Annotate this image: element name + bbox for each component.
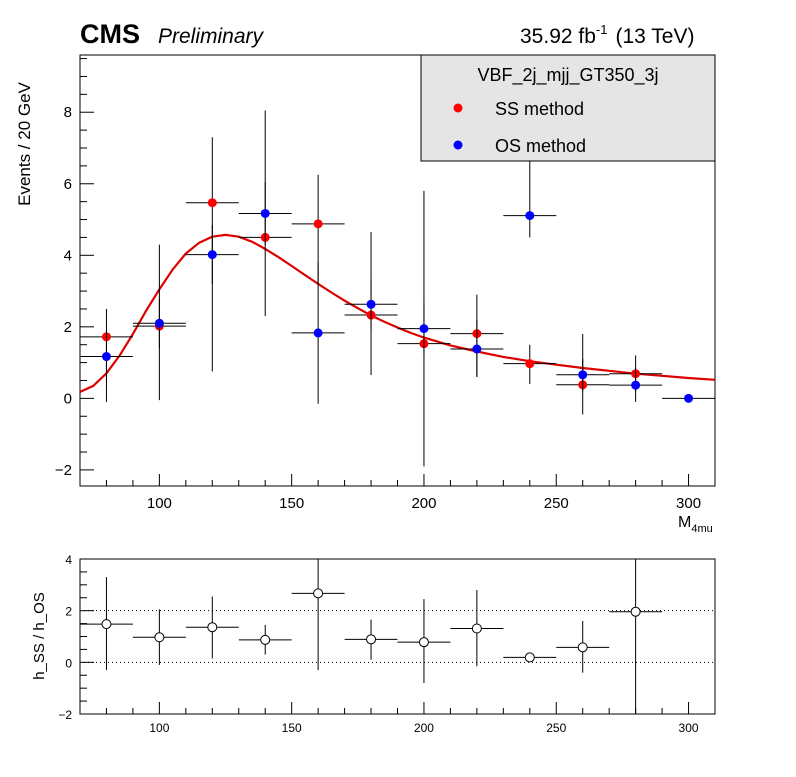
ratio-y-tick-label: 0 [65, 656, 72, 670]
ratio-reference-lines [80, 610, 715, 663]
x-axis-title-main: M [678, 514, 691, 531]
ratio-point-marker [101, 619, 112, 630]
status-label: Preliminary [158, 25, 265, 48]
ratio-points-layer [80, 559, 663, 714]
main-x-tick-label: 200 [411, 495, 436, 512]
main-y-axis-title: Events / 20 GeV [15, 81, 34, 205]
lumi-value: 35.92 fb [520, 25, 596, 48]
ratio-point-marker [366, 634, 377, 645]
os-point-marker [260, 208, 270, 218]
main-x-tick-label: 150 [279, 495, 304, 512]
ratio-y-tick-label: 2 [65, 605, 72, 619]
x-axis-title-subscript: 4mu [691, 523, 712, 535]
ss-point-marker [207, 198, 217, 208]
os-point-marker [684, 393, 694, 403]
main-x-tick-label: 250 [544, 495, 569, 512]
ratio-x-axis: 100 150 200 250 300 [79, 702, 716, 735]
legend-marker-os [453, 140, 463, 150]
ratio-y-axis: −2 0 2 4 [58, 553, 94, 722]
ratio-point-marker [418, 637, 429, 648]
data-points-layer [80, 110, 715, 467]
ratio-point-marker [313, 588, 324, 599]
ratio-y-tick-label: 4 [65, 553, 72, 567]
fit-curve-layer [79, 233, 716, 393]
os-point-marker [472, 344, 482, 354]
legend-entry-os: OS method [495, 136, 586, 156]
main-x-axis: 100 150 200 250 300 [79, 474, 716, 512]
lumi-label: 35.92 fb-1 (13 TeV) [520, 22, 694, 48]
main-y-axis: −2 0 2 4 6 8 [55, 58, 94, 479]
main-y-tick-label: 6 [64, 176, 72, 193]
ratio-plot-frame [79, 558, 716, 715]
ratio-x-tick-label: 200 [414, 721, 434, 735]
energy-label: (13 TeV) [615, 25, 694, 48]
main-x-axis-title: M4mu [678, 514, 713, 535]
ratio-y-axis-title: h_SS / h_OS [31, 592, 48, 680]
os-point-marker [207, 250, 217, 260]
lumi-exponent: -1 [596, 22, 608, 37]
main-x-tick-label: 300 [676, 495, 701, 512]
legend: VBF_2j_mjj_GT350_3j SS method OS method [420, 54, 716, 162]
legend-entry-ss: SS method [495, 99, 584, 119]
ratio-point-marker [630, 606, 641, 617]
experiment-label: CMS [80, 19, 140, 49]
legend-marker-ss [453, 103, 463, 113]
os-point-marker [313, 328, 323, 338]
main-x-tick-label: 100 [147, 495, 172, 512]
os-point-marker [631, 380, 641, 390]
main-y-tick-label: 2 [64, 319, 72, 336]
ratio-point-marker [577, 642, 588, 653]
os-point-marker [101, 352, 111, 362]
ratio-x-tick-label: 150 [282, 721, 302, 735]
os-point-marker [578, 370, 588, 380]
ss-point-marker [313, 219, 323, 229]
fit-curve [79, 233, 716, 393]
ss-point-marker [525, 359, 535, 369]
os-point-marker [366, 299, 376, 309]
ratio-y-tick-label: −2 [58, 708, 72, 722]
legend-title: VBF_2j_mjj_GT350_3j [477, 65, 658, 86]
ratio-x-tick-label: 300 [679, 721, 699, 735]
os-point-marker [419, 324, 429, 334]
main-y-tick-label: 0 [64, 390, 72, 407]
ratio-plot: 100 150 200 250 300 −2 0 2 4 h_SS / h_OS [31, 553, 716, 735]
os-point-marker [154, 318, 164, 328]
os-point-marker [525, 211, 535, 221]
ratio-point-marker [207, 622, 218, 633]
main-y-tick-label: −2 [55, 462, 72, 479]
ratio-point-marker [471, 623, 482, 634]
ratio-x-tick-label: 100 [149, 721, 169, 735]
ratio-point-marker [154, 632, 165, 643]
ratio-point-marker [260, 634, 271, 645]
main-y-tick-label: 4 [64, 247, 72, 264]
main-y-tick-label: 8 [64, 104, 72, 121]
legend-box [420, 54, 716, 162]
ratio-x-tick-label: 250 [546, 721, 566, 735]
ratio-point-marker [524, 652, 535, 663]
